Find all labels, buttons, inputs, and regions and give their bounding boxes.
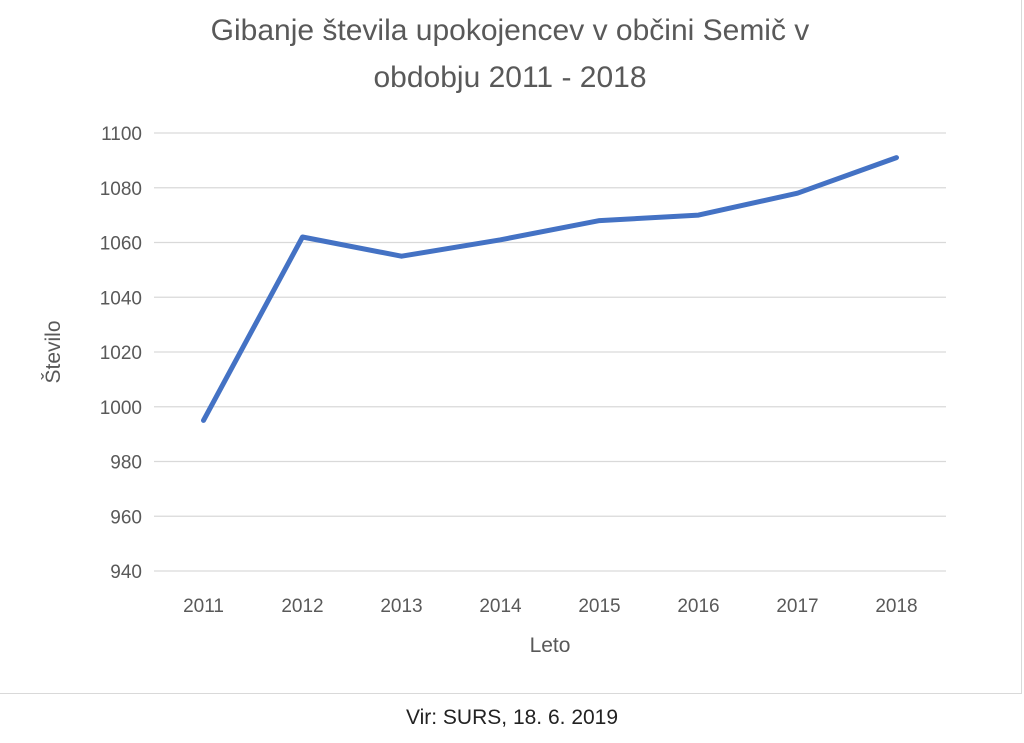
x-tick-label: 2011: [183, 596, 224, 617]
line-chart: Gibanje števila upokojencev v občini Sem…: [42, 14, 946, 657]
y-tick-label: 1100: [101, 124, 142, 145]
y-tick-label: 1060: [100, 234, 142, 255]
y-axis-ticks: 940 960 980 1000 1020 1040 1060 1080 1100: [100, 124, 142, 583]
y-tick-label: 1040: [100, 288, 142, 309]
chart-title: Gibanje števila upokojencev v občini Sem…: [211, 14, 810, 94]
x-tick-label: 2018: [875, 596, 917, 617]
x-tick-label: 2015: [578, 596, 620, 617]
series-group: [201, 155, 899, 423]
y-tick-label: 980: [110, 453, 142, 474]
x-tick-label: 2013: [380, 596, 422, 617]
x-tick-label: 2014: [479, 596, 522, 617]
y-tick-label: 960: [110, 507, 142, 528]
x-axis-title: Leto: [530, 634, 571, 657]
y-tick-label: 1000: [100, 398, 142, 419]
y-tick-label: 1020: [100, 343, 142, 364]
chart-title-line-2: obdobju 2011 - 2018: [373, 61, 646, 94]
x-axis-ticks: 2011 2012 2013 2014 2015 2016 2017 2018: [183, 596, 918, 617]
gridlines: [154, 132, 946, 572]
y-tick-label: 940: [110, 562, 142, 583]
chart-title-line-1: Gibanje števila upokojencev v občini Sem…: [211, 14, 810, 47]
y-axis-title: Število: [42, 320, 65, 383]
x-tick-label: 2017: [776, 596, 818, 617]
source-note: Vir: SURS, 18. 6. 2019: [405, 706, 619, 729]
x-tick-label: 2016: [677, 596, 719, 617]
y-tick-label: 1080: [100, 179, 142, 200]
x-tick-label: 2012: [281, 596, 323, 617]
series-line-0: [201, 155, 899, 423]
chart-frame: Gibanje števila upokojencev v občini Sem…: [0, 0, 1022, 694]
